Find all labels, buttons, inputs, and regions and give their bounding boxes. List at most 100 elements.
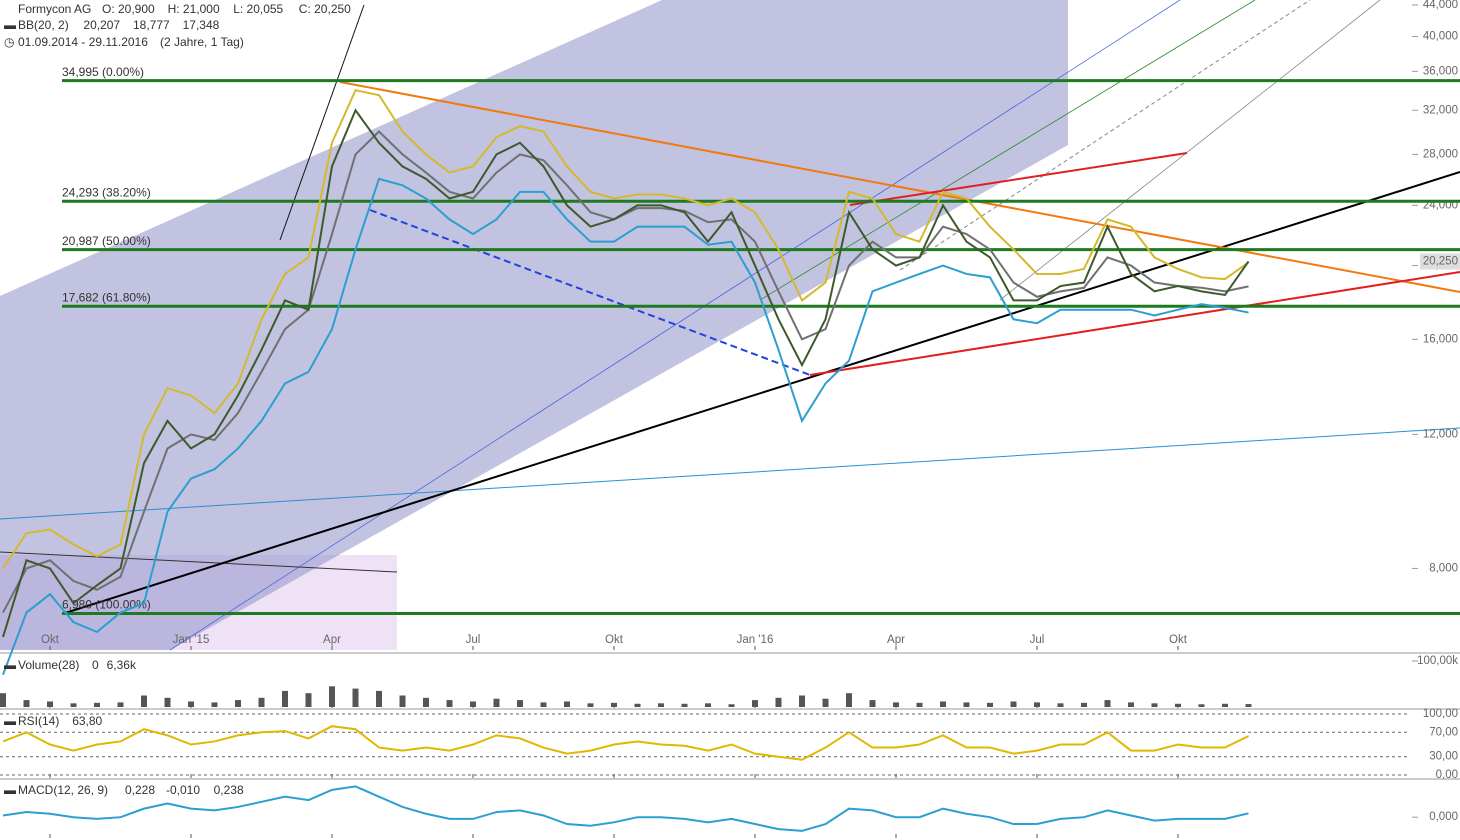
- y-tick-label: 44,000: [1423, 0, 1458, 11]
- panel-title: RSI(14): [18, 714, 59, 728]
- volume-bar: [822, 698, 829, 707]
- volume-bar: [1010, 701, 1017, 707]
- volume-bar: [211, 702, 218, 707]
- volume-bar: [1081, 702, 1087, 707]
- volume-bar: [352, 688, 359, 707]
- y-tick-label: 100,00: [1423, 708, 1458, 720]
- price-tag: 20,250: [1423, 256, 1458, 268]
- fib-label: 20,987 (50.00%): [62, 234, 151, 248]
- fib-label: 17,682 (61.80%): [62, 290, 151, 304]
- volume-bar: [893, 702, 899, 707]
- volume-bar: [493, 698, 500, 707]
- volume-bar: [23, 700, 30, 707]
- trend-line: [0, 427, 1460, 520]
- volume-bar: [446, 700, 453, 707]
- fib-label: 34,995 (0.00%): [62, 65, 144, 79]
- y-tick-label: 28,000: [1423, 148, 1458, 160]
- volume-bar: [423, 697, 429, 707]
- y-tick-label: 40,000: [1423, 31, 1458, 43]
- y-tick-label: 12,000: [1423, 428, 1458, 440]
- volume-bar: [0, 693, 6, 707]
- x-tick-label: Apr: [323, 634, 341, 646]
- trend-line: [0, 551, 398, 573]
- y-tick-label: 0,00: [1436, 769, 1458, 781]
- volume-bar: [141, 695, 147, 707]
- legend-swatch: ▬: [4, 783, 16, 797]
- volume-bar: [70, 703, 77, 707]
- volume-bar: [940, 701, 946, 707]
- trend-line: [809, 271, 1460, 376]
- bb-value: 17,348: [183, 18, 220, 32]
- volume-bar: [188, 701, 194, 707]
- volume-bar: [658, 703, 664, 707]
- volume-bar: [1222, 703, 1228, 707]
- y-tick-label: 36,000: [1423, 65, 1458, 77]
- volume-bar: [705, 703, 711, 707]
- volume-bar: [258, 697, 265, 707]
- period: (2 Jahre, 1 Tag): [160, 35, 244, 49]
- volume-bar: [987, 702, 993, 707]
- volume-bar: [1104, 700, 1111, 707]
- volume-bar: [775, 697, 782, 707]
- legend-value: 6,36k: [107, 658, 137, 672]
- volume-bar: [117, 702, 124, 707]
- fib-label: 6,980 (100.00%): [62, 598, 151, 612]
- volume-bar: [376, 690, 382, 707]
- volume-bar: [916, 702, 923, 707]
- volume-bar: [752, 700, 758, 707]
- volume-bar: [517, 700, 523, 707]
- volume-bar: [399, 695, 406, 707]
- volume-bar: [587, 703, 594, 707]
- x-tick-label: Apr: [887, 634, 905, 646]
- volume-bar: [1175, 703, 1181, 707]
- volume-bar: [164, 697, 171, 707]
- fib-label: 24,293 (38.20%): [62, 185, 151, 199]
- volume-bar: [564, 701, 570, 707]
- legend-value: 0: [92, 658, 99, 672]
- legend-swatch: ▬: [4, 658, 16, 672]
- ohlc-value: C: 20,250: [299, 2, 351, 16]
- trend-line: [849, 152, 1188, 206]
- series-line: [2, 130, 1249, 614]
- volume-bar: [963, 702, 970, 707]
- panel-title: MACD(12, 26, 9): [18, 783, 108, 797]
- clock-icon: ◷: [4, 35, 14, 49]
- symbol: Formycon AG: [18, 2, 91, 16]
- volume-bar: [1128, 702, 1134, 707]
- y-tick-label: 0,000: [1429, 811, 1458, 823]
- y-tick-label: 70,00: [1429, 726, 1458, 738]
- y-tick-label: 8,000: [1429, 562, 1458, 574]
- legend-value: 0,228: [125, 783, 155, 797]
- volume-bar: [611, 702, 617, 707]
- volume-bar: [799, 695, 805, 707]
- volume-bar: [681, 703, 688, 707]
- panel-title: Volume(28): [18, 658, 79, 672]
- trend-line: [61, 171, 1460, 615]
- volume-bar: [94, 702, 100, 707]
- ohlc-value: L: 20,055: [233, 2, 283, 16]
- volume-bar: [1057, 703, 1064, 707]
- y-tick-label: 100,00k: [1417, 655, 1458, 667]
- date-range: 01.09.2014 - 29.11.2016: [18, 35, 148, 49]
- legend-swatch: ▬: [4, 18, 16, 32]
- x-tick-label: Okt: [41, 634, 60, 646]
- legend-value: 0,238: [214, 783, 244, 797]
- channel: [0, 0, 1068, 650]
- series-line: [2, 725, 1249, 761]
- bb-value: 20,207: [83, 18, 120, 32]
- x-tick-label: Jul: [1030, 634, 1045, 646]
- x-tick-label: Jan '15: [173, 634, 210, 646]
- legend-value: 63,80: [72, 714, 102, 728]
- ohlc-value: H: 21,000: [168, 2, 220, 16]
- volume-bar: [1034, 702, 1040, 707]
- x-tick-label: Okt: [1169, 634, 1188, 646]
- bb-value: 18,777: [133, 18, 170, 32]
- series-line: [2, 89, 1250, 569]
- legend-swatch: ▬: [4, 714, 16, 728]
- volume-bar: [282, 690, 288, 707]
- x-tick-label: Jan '16: [737, 634, 774, 646]
- y-tick-label: 16,000: [1423, 333, 1458, 345]
- volume-bar: [47, 701, 53, 707]
